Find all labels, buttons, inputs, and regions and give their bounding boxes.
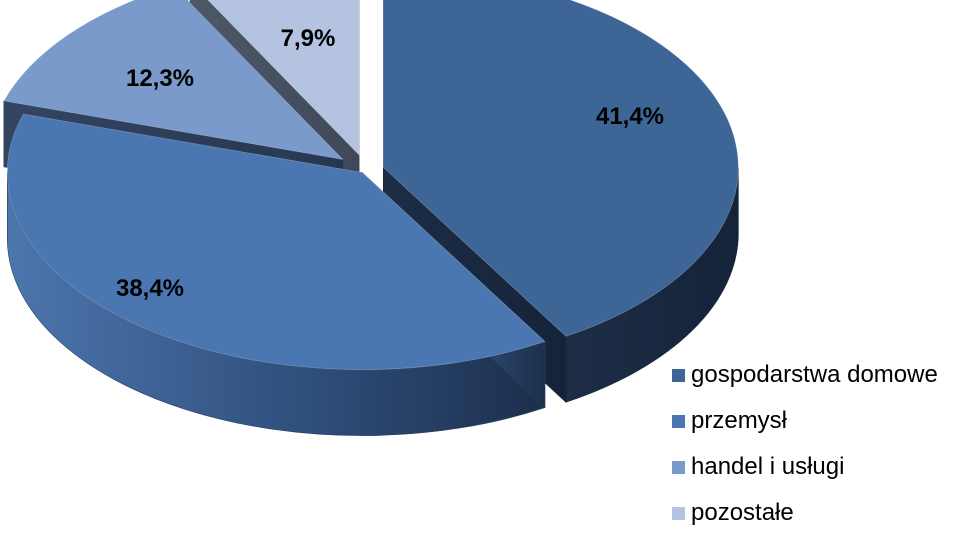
legend-swatch: [672, 414, 685, 428]
pie-slice: [6, 113, 546, 370]
legend-item: przemysł: [672, 398, 938, 444]
legend-swatch: [672, 506, 685, 520]
pie-slice-side: [6, 172, 546, 436]
pie-slice: [3, 0, 344, 161]
pie-slice: [207, 0, 360, 156]
pie-slice: [382, 0, 739, 337]
data-label: 12,3%: [126, 65, 194, 92]
legend-label: handel i usługi: [691, 453, 845, 480]
legend-item: pozostałe: [672, 490, 938, 536]
legend-swatch: [672, 460, 685, 474]
legend-label: pozostałe: [691, 499, 794, 526]
legend-swatch: [672, 368, 685, 382]
data-label: 7,9%: [281, 25, 336, 52]
legend-label: przemysł: [691, 407, 788, 434]
legend-item: gospodarstwa domowe: [672, 352, 938, 398]
data-label: 41,4%: [596, 103, 664, 130]
chart-legend: gospodarstwa domowe przemysł handel i usłu…: [672, 352, 938, 536]
pie-slice-group: [6, 113, 546, 436]
legend-label: gospodarstwa domowe: [691, 361, 938, 388]
data-label: 38,4%: [116, 275, 184, 302]
legend-item: handel i usługi: [672, 444, 938, 490]
